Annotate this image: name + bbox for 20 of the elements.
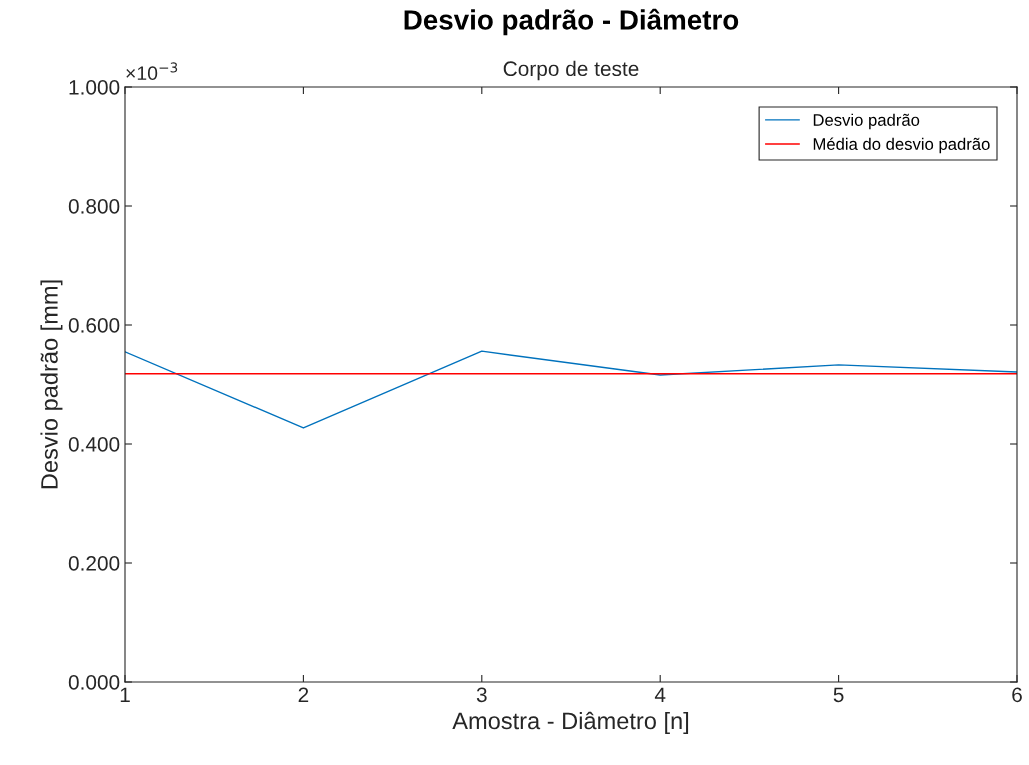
x-tick-label: 2 bbox=[298, 687, 309, 702]
y-tick-label: 0.800 bbox=[68, 199, 120, 214]
legend-label: Desvio padrão bbox=[813, 113, 920, 130]
x-axis-title: Amostra - Diâmetro [n] bbox=[452, 711, 689, 734]
y-tick-label: 0.200 bbox=[68, 556, 120, 571]
text: ×10$^{−3}$ bbox=[126, 62, 178, 81]
line-series bbox=[125, 350, 1017, 429]
x-tick-label: 4 bbox=[654, 687, 666, 702]
chart-title: Desvio padrão - Diâmetro bbox=[404, 8, 739, 36]
y-axis-title: Desvio padrão [mm] bbox=[40, 280, 63, 489]
x-tick-label: 5 bbox=[833, 687, 844, 703]
y-tick-label: 1.000 bbox=[69, 80, 120, 95]
y-tick-label: 0.000 bbox=[68, 675, 120, 690]
legend-label: Média do desvio padrão bbox=[813, 137, 990, 154]
y-tick-label: 0.400 bbox=[68, 437, 120, 452]
chart-subtitle: Corpo de teste bbox=[503, 60, 639, 81]
x-tick-label: 3 bbox=[476, 687, 487, 703]
x-tick-label: 6 bbox=[1012, 687, 1022, 703]
x-tick-label: 1 bbox=[120, 687, 130, 702]
y-tick-label: 0.600 bbox=[68, 318, 120, 333]
